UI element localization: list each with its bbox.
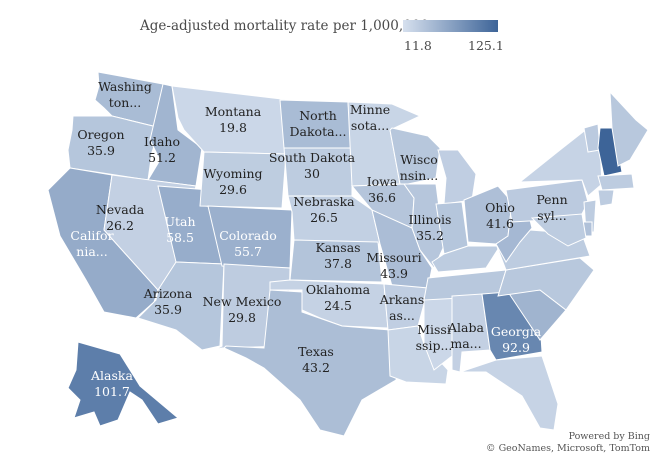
state-michigan[interactable] <box>437 149 477 205</box>
state-label-ia-name: Iowa <box>367 174 398 189</box>
state-label-ga-name: Georgia <box>491 324 542 339</box>
state-florida[interactable] <box>459 355 559 431</box>
state-label-nm-name: New Mexico <box>203 294 282 309</box>
state-pennsylvania[interactable] <box>505 179 589 223</box>
state-arizona[interactable] <box>137 261 225 351</box>
state-label-il-name: Illinois <box>409 212 452 227</box>
state-label-ca-value: nia... <box>76 244 107 259</box>
state-label-oh-name: Ohio <box>485 200 515 215</box>
state-label-ok-name: Oklahoma <box>306 282 371 297</box>
state-label-ks-value: 37.8 <box>324 256 352 271</box>
state-label-ks-name: Kansas <box>315 240 360 255</box>
attribution-credits: © GeoNames, Microsoft, TomTom <box>486 443 650 454</box>
state-label-wi-name: Wisco <box>400 152 438 167</box>
state-kansas[interactable] <box>289 239 383 283</box>
state-label-sd-value: 30 <box>304 166 320 181</box>
state-texas[interactable] <box>223 289 403 437</box>
state-label-il-value: 35.2 <box>416 228 444 243</box>
state-label-ut-value: 58.5 <box>166 230 194 245</box>
state-label-ne-value: 26.5 <box>310 210 338 225</box>
state-label-az-name: Arizona <box>143 286 193 301</box>
state-label-mt-value: 19.8 <box>219 120 247 135</box>
attribution-powered-by: Powered by Bing <box>568 431 650 442</box>
state-label-wa-name: Washing <box>98 79 152 94</box>
state-wyoming[interactable] <box>199 151 287 209</box>
state-massachusetts[interactable] <box>597 173 635 191</box>
state-new-york[interactable] <box>518 127 603 197</box>
state-label-ms-name: Missi <box>417 322 451 337</box>
state-label-ar-name: Arkans <box>379 292 425 307</box>
state-label-wy-value: 29.6 <box>219 182 247 197</box>
state-label-mt-name: Montana <box>205 104 262 119</box>
state-label-nv-name: Nevada <box>96 202 145 217</box>
state-label-ia-value: 36.6 <box>368 190 396 205</box>
state-label-ca-name: Califor <box>70 228 113 243</box>
state-label-wi-value: nsin... <box>400 168 438 183</box>
state-label-ga-value: 92.9 <box>502 340 530 355</box>
state-label-or-name: Oregon <box>77 127 124 142</box>
state-label-or-value: 35.9 <box>87 143 115 158</box>
state-label-nm-value: 29.8 <box>228 310 256 325</box>
state-label-pa-value: syl... <box>537 208 566 223</box>
legend-color-bar <box>403 20 498 32</box>
state-alaska[interactable] <box>67 341 180 427</box>
legend-max-label: 125.1 <box>468 38 504 53</box>
state-maine[interactable] <box>609 90 649 167</box>
state-label-nd-value: Dakota... <box>290 124 347 139</box>
legend-title: Age-adjusted mortality rate per 1,000,00… <box>140 18 429 34</box>
state-label-sd-name: South Dakota <box>269 150 356 165</box>
state-label-nv-value: 26.2 <box>106 218 134 233</box>
state-label-ak-value: 101.7 <box>94 384 130 399</box>
state-label-id-value: 51.2 <box>148 150 176 165</box>
state-label-mo-value: 43.9 <box>380 266 408 281</box>
state-illinois[interactable] <box>403 183 445 269</box>
state-label-nd-name: North <box>299 108 337 123</box>
state-label-tx-name: Texas <box>298 344 334 359</box>
state-label-co-value: 55.7 <box>234 244 262 259</box>
state-label-ms-value: ssip... <box>416 338 453 353</box>
state-label-pa-name: Penn <box>536 192 567 207</box>
state-label-ar-value: as... <box>389 308 415 323</box>
state-label-ut-name: Utah <box>164 214 195 229</box>
state-label-al-name: Alaba <box>447 320 484 335</box>
state-label-mn-name: Minne <box>350 102 390 117</box>
state-wisconsin[interactable] <box>389 127 441 185</box>
state-label-wy-name: Wyoming <box>203 166 262 181</box>
state-label-mo-name: Missouri <box>366 250 421 265</box>
state-label-al-value: ma... <box>450 336 481 351</box>
state-label-ok-value: 24.5 <box>324 298 352 313</box>
state-label-ne-name: Nebraska <box>293 194 355 209</box>
labels-layer: Washington...Oregon35.9California...Idah… <box>70 79 567 399</box>
state-louisiana[interactable] <box>387 325 449 385</box>
state-arkansas[interactable] <box>383 283 429 331</box>
state-label-mn-value: sota... <box>351 118 389 133</box>
states-layer <box>47 71 649 437</box>
state-label-oh-value: 41.6 <box>486 216 514 231</box>
state-label-co-name: Colorado <box>219 228 277 243</box>
state-maryland[interactable] <box>530 213 587 247</box>
state-label-id-name: Idaho <box>144 134 180 149</box>
state-connecticut[interactable] <box>597 189 615 207</box>
state-label-wa-value: ton... <box>109 95 142 110</box>
state-label-az-value: 35.9 <box>154 302 182 317</box>
legend-min-label: 11.8 <box>404 38 432 53</box>
state-label-ak-name: Alaska <box>90 368 133 383</box>
state-label-tx-value: 43.2 <box>302 360 330 375</box>
